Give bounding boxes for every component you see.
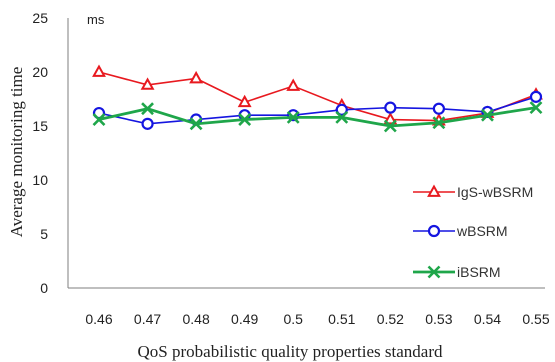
chart-axes bbox=[67, 18, 545, 289]
data-point-x bbox=[432, 116, 446, 130]
data-point-triangle bbox=[140, 77, 155, 90]
x-axis-title: QoS probabilistic quality properties sta… bbox=[138, 342, 443, 361]
x-tick-label: 0.55 bbox=[522, 311, 549, 327]
data-point-x bbox=[189, 117, 203, 131]
y-tick-label: 15 bbox=[32, 118, 48, 134]
data-point-triangle bbox=[383, 111, 398, 125]
data-point-x bbox=[427, 265, 441, 279]
data-point-triangle bbox=[237, 94, 252, 108]
chart-legend: IgS-wBSRM wBSRM iBSRM bbox=[413, 184, 533, 280]
legend-label: wBSRM bbox=[456, 223, 508, 239]
data-point-triangle bbox=[189, 70, 204, 84]
data-point-x bbox=[529, 101, 543, 115]
data-point-x bbox=[286, 110, 300, 124]
data-point-triangle bbox=[92, 64, 106, 77]
x-tick-label: 0.53 bbox=[425, 311, 452, 327]
x-tick-label: 0.49 bbox=[231, 311, 258, 327]
data-point-x bbox=[335, 110, 349, 124]
x-tick-label: 0.46 bbox=[85, 311, 112, 327]
data-point-x bbox=[238, 113, 252, 126]
series-line bbox=[98, 106, 537, 128]
y-tick-label: 25 bbox=[32, 10, 48, 26]
x-tick-label: 0.52 bbox=[377, 311, 404, 327]
legend-item-IgS-wBSRM: IgS-wBSRM bbox=[413, 184, 533, 200]
data-point-x bbox=[92, 113, 106, 126]
x-tick-label: 0.51 bbox=[328, 311, 355, 327]
y-unit-label: ms bbox=[87, 12, 105, 27]
y-axis-title: Average monitoring time bbox=[7, 67, 26, 238]
series-line bbox=[98, 71, 537, 122]
data-point-x bbox=[141, 102, 154, 116]
y-tick-label: 10 bbox=[32, 172, 48, 188]
data-point-triangle bbox=[286, 78, 301, 91]
legend-label: iBSRM bbox=[457, 264, 501, 280]
data-point-circle bbox=[427, 224, 441, 238]
y-tick-label: 5 bbox=[40, 226, 48, 242]
data-point-circle bbox=[432, 102, 445, 115]
legend-item-wBSRM: wBSRM bbox=[413, 223, 508, 239]
series-iBSRM bbox=[92, 101, 543, 133]
data-point-x bbox=[383, 119, 397, 133]
y-tick-labels: 0 5 10 15 20 25 bbox=[32, 10, 48, 296]
data-point-circle bbox=[335, 103, 348, 116]
x-tick-label: 0.48 bbox=[182, 311, 209, 327]
series-wBSRM bbox=[92, 90, 543, 130]
legend-item-iBSRM: iBSRM bbox=[413, 264, 501, 280]
x-tick-label: 0.54 bbox=[474, 311, 501, 327]
chart-series bbox=[92, 64, 543, 133]
x-tick-labels: 0.46 0.47 0.48 0.49 0.5 0.51 0.52 0.53 0.54 0.55 bbox=[85, 311, 549, 327]
legend-label: IgS-wBSRM bbox=[457, 184, 533, 200]
series-line bbox=[98, 96, 537, 125]
x-tick-label: 0.47 bbox=[134, 311, 161, 327]
data-point-x bbox=[481, 108, 494, 122]
y-tick-label: 20 bbox=[32, 64, 48, 80]
data-point-triangle bbox=[427, 184, 441, 197]
series-IgS-wBSRM bbox=[92, 64, 543, 126]
data-point-circle bbox=[141, 117, 154, 130]
y-tick-label: 0 bbox=[40, 280, 48, 296]
data-point-circle bbox=[384, 101, 397, 114]
data-point-circle bbox=[529, 90, 543, 103]
x-tick-label: 0.5 bbox=[283, 311, 303, 327]
